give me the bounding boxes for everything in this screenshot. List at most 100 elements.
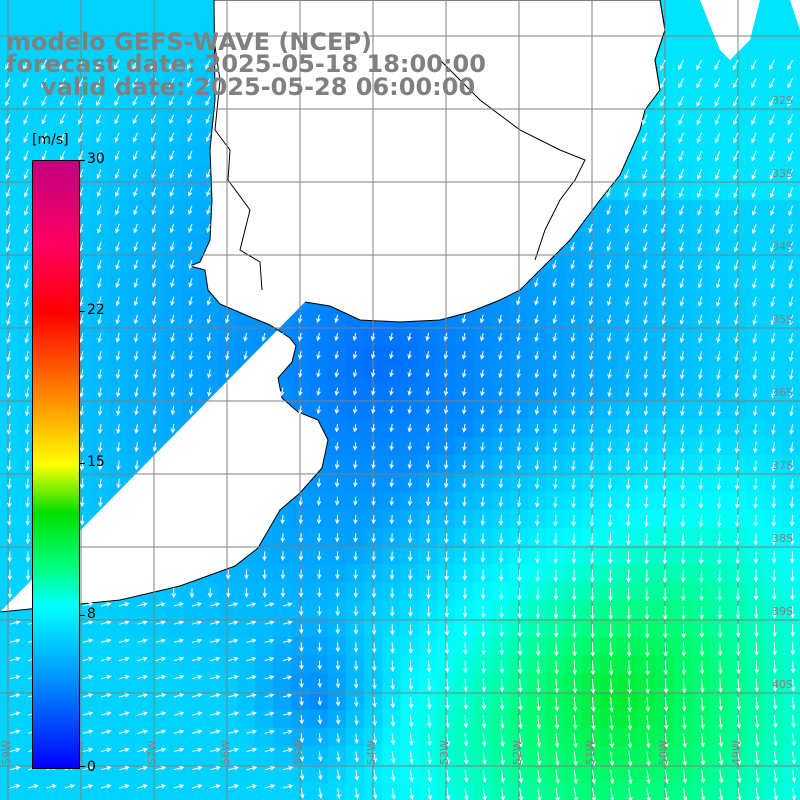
wind-arrow [298, 514, 304, 525]
wind-speed-cell [218, 673, 238, 693]
wind-speed-cell [72, 145, 92, 165]
wind-speed-cell [728, 182, 747, 201]
wind-arrow [96, 59, 102, 70]
wind-arrow [389, 460, 394, 470]
wind-arrow [407, 551, 413, 562]
wind-speed-cell [145, 673, 165, 693]
wind-arrow [353, 660, 359, 671]
wind-arrow [682, 733, 687, 748]
wind-arrow [444, 569, 449, 581]
wind-arrow [151, 260, 157, 270]
wind-arrow [607, 314, 612, 325]
wind-arrow [427, 769, 433, 783]
wind-arrow [464, 769, 469, 783]
wind-speed-cell [200, 673, 219, 693]
wind-arrow [334, 514, 340, 525]
wind-arrow [755, 751, 760, 765]
wind-arrow [425, 514, 431, 525]
wind-arrow [554, 678, 559, 694]
wind-speed-cell [0, 582, 19, 602]
latitude-label: 38S [772, 532, 793, 545]
wind-speed-cell [0, 163, 19, 183]
wind-arrow [82, 765, 94, 771]
wind-speed-cell [18, 36, 37, 56]
wind-arrow [389, 569, 395, 580]
wind-arrow [752, 278, 757, 289]
wind-arrow [23, 59, 29, 70]
wind-speed-cell [637, 746, 656, 765]
wind-speed-cell [691, 673, 711, 693]
wind-speed-cell [782, 582, 800, 602]
wind-arrow [770, 296, 775, 308]
wind-arrow [100, 620, 112, 625]
wind-speed-cell [600, 655, 620, 674]
wind-speed-cell [91, 673, 110, 693]
wind-speed-cell [400, 746, 420, 765]
wind-speed-cell [145, 91, 165, 110]
wind-speed-cell [637, 145, 656, 165]
wind-arrow [661, 223, 666, 234]
wind-arrow [609, 678, 614, 695]
wind-arrow [734, 296, 739, 308]
wind-arrow [5, 114, 11, 125]
wind-arrow [480, 496, 485, 508]
wind-arrow [246, 675, 257, 680]
wind-arrow [625, 478, 631, 491]
wind-arrow [390, 751, 396, 764]
wind-speed-cell [455, 637, 474, 656]
wind-speed-cell [327, 655, 347, 674]
wind-speed-cell [637, 728, 656, 747]
wind-arrow [771, 514, 777, 527]
wind-speed-cell [600, 254, 620, 274]
wind-arrow [335, 678, 341, 689]
wind-arrow [96, 114, 102, 125]
wind-arrow [408, 660, 414, 673]
wind-arrow [299, 769, 305, 781]
wind-arrow [516, 442, 522, 452]
wind-arrow [480, 587, 486, 600]
wind-arrow [427, 715, 432, 728]
wind-arrow [97, 314, 102, 325]
wind-speed-cell [782, 709, 800, 729]
wind-speed-cell [473, 637, 492, 656]
border-line [213, 39, 263, 291]
wind-arrow [445, 733, 451, 747]
wind-speed-cell [163, 637, 183, 656]
wind-arrow [553, 478, 558, 490]
wind-arrow [225, 351, 230, 361]
wind-arrow [116, 405, 121, 416]
wind-arrow [718, 715, 724, 730]
wind-arrow [407, 442, 413, 451]
wind-speed-cell [109, 618, 128, 638]
wind-speed-cell [291, 782, 310, 800]
wind-arrow [480, 551, 486, 563]
wind-arrow [243, 351, 248, 361]
wind-speed-cell [163, 200, 183, 219]
wind-arrow [335, 569, 340, 580]
wind-speed-cell [109, 236, 128, 256]
wind-arrow [644, 605, 650, 621]
wind-speed-cell [782, 436, 800, 456]
wind-arrow [699, 624, 705, 639]
wind-speed-cell [182, 637, 201, 656]
wind-arrow [246, 711, 257, 716]
wind-speed-cell [746, 673, 765, 693]
wind-arrow [133, 241, 138, 252]
wind-arrow [609, 715, 614, 731]
wind-arrow [480, 442, 485, 452]
wind-speed-cell [145, 54, 165, 74]
wind-arrow [754, 678, 760, 693]
colorbar-tick-8: 8 [87, 606, 96, 622]
wind-arrow [573, 715, 578, 731]
wind-speed-cell [109, 72, 128, 92]
wind-arrow [590, 624, 595, 639]
wind-speed-cell [218, 691, 238, 711]
wind-arrow [589, 478, 594, 490]
wind-speed-cell [163, 764, 183, 784]
wind-arrow [659, 59, 666, 71]
wind-arrow [735, 624, 741, 638]
wind-arrow [480, 405, 485, 415]
wind-arrow [734, 278, 739, 289]
wind-arrow [426, 605, 431, 618]
